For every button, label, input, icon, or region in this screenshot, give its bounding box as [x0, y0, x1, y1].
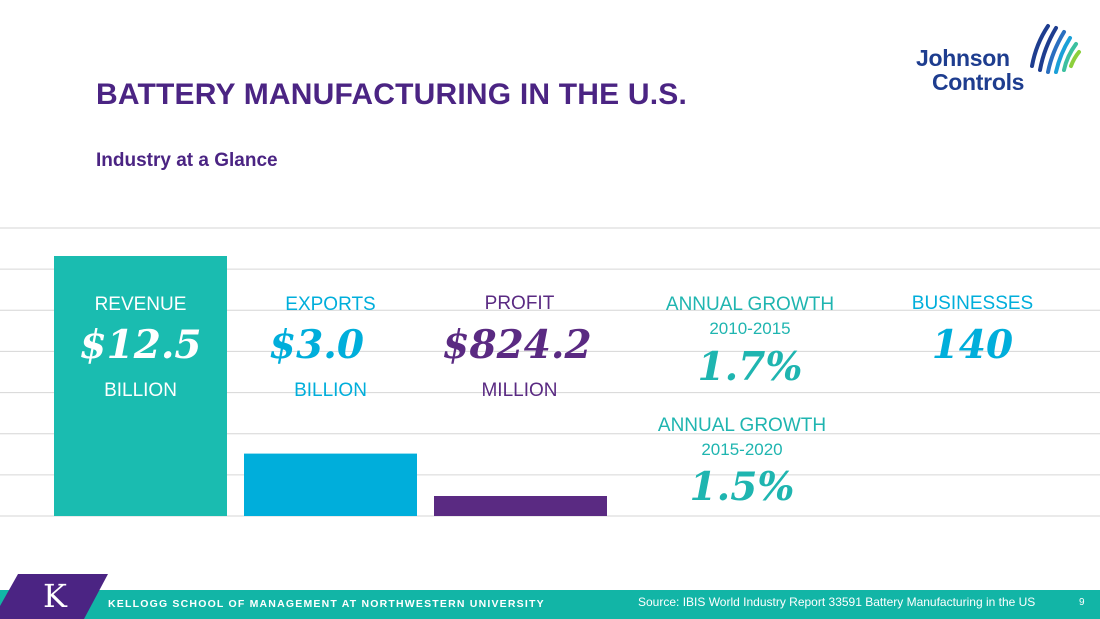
bar-label-revenue: REVENUE — [94, 294, 187, 315]
businesses-value: 140 — [931, 322, 1014, 368]
slide-title: BATTERY MANUFACTURING IN THE U.S. — [96, 78, 688, 111]
growth2-period: 2015-2020 — [701, 440, 783, 459]
bar-label-profit: PROFIT — [484, 293, 555, 314]
growth2-label: ANNUAL GROWTH — [657, 415, 827, 436]
logo-line-2: Controls — [932, 69, 1025, 95]
bar-revenue — [54, 256, 227, 516]
johnson-controls-logo-icon — [1030, 24, 1081, 74]
growth2-value: 1.5% — [689, 464, 795, 510]
bar-unit-exports: BILLION — [294, 380, 367, 401]
page-number: 9 — [1079, 597, 1085, 608]
bar-unit-profit: MILLION — [481, 380, 558, 401]
bar-value-exports: $3.0 — [269, 322, 364, 368]
growth1-value: 1.7% — [697, 344, 803, 390]
bar-exports — [244, 453, 417, 516]
chart-bars — [54, 256, 607, 516]
industry-chart — [0, 227, 1100, 517]
growth1-period: 2010-2015 — [709, 319, 791, 338]
footer-school-name: KELLOGG SCHOOL OF MANAGEMENT AT NORTHWES… — [108, 598, 545, 610]
businesses-label: BUSINESSES — [911, 293, 1034, 314]
growth1-label: ANNUAL GROWTH — [665, 294, 835, 315]
footer-source: Source: IBIS World Industry Report 33591… — [638, 595, 1036, 609]
bar-value-profit: $824.2 — [442, 322, 592, 368]
bar-label-exports: EXPORTS — [285, 294, 376, 315]
slide-subtitle: Industry at a Glance — [96, 150, 278, 171]
bar-unit-revenue: BILLION — [104, 380, 177, 401]
bar-value-revenue: $12.5 — [79, 322, 202, 368]
kellogg-k-logo-icon — [0, 574, 108, 619]
logo-line-1: Johnson — [916, 45, 1010, 71]
footer-bar — [0, 590, 1100, 619]
kellogg-k-letter: K — [43, 577, 67, 615]
company-logo-text: Johnson Controls — [916, 46, 1024, 94]
bar-profit — [434, 496, 607, 516]
